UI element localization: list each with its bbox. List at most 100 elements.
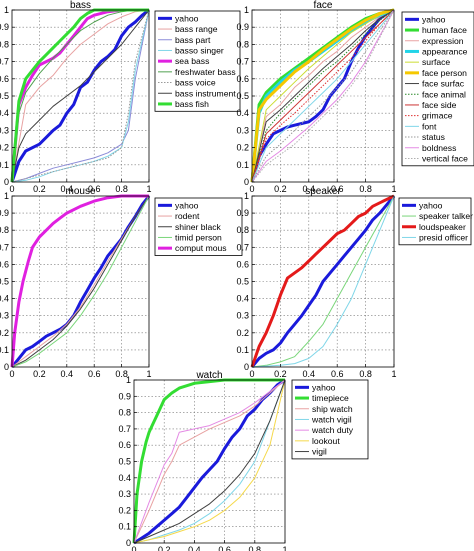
y-tick-label: 1 [4, 191, 9, 201]
y-tick-label: 0.3 [0, 311, 9, 321]
legend-label: watch duty [311, 425, 354, 435]
y-tick-label: 1 [126, 375, 131, 385]
y-tick-label: 0.3 [236, 125, 249, 135]
y-tick-label: 0.2 [0, 143, 9, 153]
legend-label: yahoo [312, 382, 336, 392]
series-line-shiner-black [11, 195, 150, 368]
legend-label: bass fish [175, 99, 209, 109]
legend-label: sea bass [175, 56, 209, 66]
series-line-loudspeaker [250, 194, 395, 368]
series-line-vertical-face [251, 9, 395, 183]
series-line-watch-vigil [133, 379, 286, 544]
x-tick-label: 0.4 [303, 369, 316, 379]
y-tick-label: 0.2 [236, 143, 249, 153]
series-line-surface [251, 9, 395, 183]
legend-label: font [422, 121, 437, 131]
legend-label: yahoo [419, 200, 443, 210]
chart-panel-face: 0 0.2 0.4 0.6 0.8 1 0 0.1 0.2 0.3 0.4 0.5 0.6 0.7 0.8 0… [236, 0, 474, 194]
series-line-ship-watch [133, 379, 286, 544]
legend-label: face surfac [422, 79, 465, 89]
y-tick-label: 0.3 [236, 311, 249, 321]
chart-title: face [314, 0, 333, 11]
x-tick-label: 0.4 [188, 545, 201, 551]
legend-label: bass part [175, 35, 211, 45]
series-line-grimace [251, 9, 395, 183]
x-tick-label: 1 [391, 184, 396, 194]
chart-panel-mouse: 00.20.40.60.8100.10.20.30.40.50.60.70.80… [0, 186, 243, 379]
series-line-expression [251, 9, 395, 183]
y-tick-label: 0.8 [118, 408, 131, 418]
x-tick-label: 0.6 [88, 184, 101, 194]
legend-label: boldness [422, 143, 456, 153]
legend-label: lookout [312, 436, 340, 446]
y-tick-label: 1 [244, 5, 249, 15]
series-line-timid-person [11, 195, 150, 368]
chart-panel-speaker: 0 0.2 0.4 0.6 0.8 100.10.20.30.40.50.60.70.80… [236, 186, 473, 379]
series-line-yahoo [250, 195, 396, 368]
y-tick-label: 0.1 [118, 522, 131, 532]
x-tick-label: 1 [146, 184, 151, 194]
legend-label: face person [422, 68, 467, 78]
x-tick-label: 0.2 [274, 184, 287, 194]
series-line-basso-singer [11, 9, 150, 183]
legend-label: status [422, 132, 445, 142]
legend-label: comput mous [175, 243, 227, 253]
y-tick-label: 1 [4, 5, 9, 15]
series-line-font [251, 9, 395, 183]
series-line-watch-duty [133, 379, 286, 544]
y-tick-label: 0.6 [118, 440, 131, 450]
series-line-bass-part [11, 9, 150, 183]
y-tick-label: 0.5 [118, 457, 131, 467]
grid-lines [12, 196, 149, 367]
y-tick-label: 0.2 [0, 328, 9, 338]
series-line-boldness [251, 9, 395, 183]
y-tick-label: 0.8 [0, 225, 9, 235]
y-tick-label: 0.4 [0, 294, 9, 304]
x-tick-label: 0 [131, 545, 136, 551]
y-tick-label: 0.1 [236, 160, 249, 170]
chart-panel-bass: 0 0.2 0.4 0.6 0.8 1 0 0.1 0.2 0.3 0.4 0.5 0.6 0.7 0.8 0… [0, 0, 241, 194]
legend-label: expression [422, 36, 464, 46]
x-tick-label: 0.8 [249, 545, 262, 551]
series-line-bass-instrument [11, 9, 150, 183]
series-line-speaker-talker [251, 195, 395, 368]
series-line-yahoo [10, 8, 150, 183]
y-tick-label: 0.4 [236, 294, 249, 304]
x-tick-label: 0.4 [303, 184, 316, 194]
y-tick-label: 0.6 [0, 259, 9, 269]
legend-label: watch vigil [311, 414, 352, 424]
series-line-rodent [11, 195, 150, 368]
series-line-face-person [250, 8, 395, 183]
y-tick-label: 0.9 [0, 22, 9, 32]
chart-panel-watch: 0 0.2 0.4 0.6 0.8 100.10.20.30.40.50.60.70.80… [118, 370, 369, 551]
y-tick-label: 0.2 [236, 328, 249, 338]
y-tick-label: 0.4 [236, 108, 249, 118]
legend-label: bass instrument [175, 88, 236, 98]
y-tick-label: 0.1 [236, 345, 249, 355]
legend-label: ship watch [312, 404, 353, 414]
legend-label: rodent [175, 211, 200, 221]
y-tick-label: 0.7 [118, 424, 131, 434]
y-tick-label: 0.8 [0, 39, 9, 49]
x-tick-label: 1 [146, 369, 151, 379]
legend-label: face side [422, 100, 457, 110]
x-tick-label: 1 [282, 545, 287, 551]
series-line-yahoo [133, 378, 286, 545]
legend-label: timid person [175, 232, 222, 242]
y-tick-label: 0.4 [118, 473, 131, 483]
y-tick-label: 0.7 [0, 57, 9, 67]
legend-label: grimace [422, 111, 453, 121]
y-tick-label: 0.3 [118, 489, 131, 499]
x-tick-label: 0 [249, 369, 254, 379]
series-line-face-side [251, 9, 395, 183]
y-tick-label: 0.8 [236, 225, 249, 235]
y-tick-label: 0.9 [118, 391, 131, 401]
y-tick-label: 0.7 [236, 242, 249, 252]
chart-title: speaker [305, 186, 341, 197]
legend-label: yahoo [175, 200, 199, 210]
series-line-lookout [133, 379, 286, 544]
x-tick-label: 1 [391, 369, 396, 379]
